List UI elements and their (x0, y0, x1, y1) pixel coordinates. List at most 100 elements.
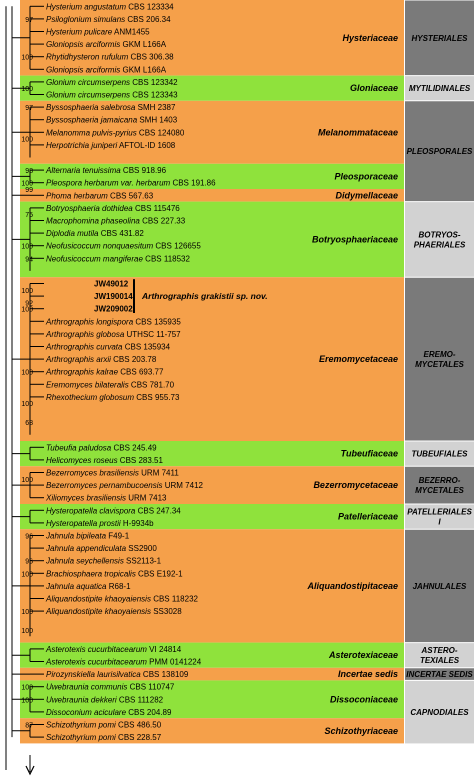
strain-code: CBS 918.96 (121, 166, 167, 175)
species-name: Hysteropatella clavispora (46, 506, 136, 515)
strain-code: CBS 228.57 (116, 733, 162, 742)
taxon-label: Aliquandostipite khaoyaiensis CBS 118232 (45, 595, 199, 604)
strain-code: H-9934b (121, 519, 154, 528)
support-value: 100 (21, 685, 33, 692)
family-band (20, 718, 404, 744)
taxon-label: Hysteropatella prostii H-9934b (46, 519, 154, 528)
taxon-label: Tubeufia paludosa CBS 245.49 (46, 443, 157, 452)
strain-code: URM 7413 (126, 494, 167, 503)
support-value: 100 (21, 244, 33, 251)
support-value: 100 (21, 137, 33, 144)
species-name: Aliquandostipite khaoyaiensis (45, 607, 151, 616)
family-band (20, 100, 404, 164)
taxon-label: JW190014 (94, 292, 133, 301)
species-name: Hysterium angustatum (46, 2, 126, 11)
order-label: CAPNODIALES (410, 708, 469, 717)
family-label: Eremomycetaceae (319, 354, 398, 364)
species-name: Aliquandostipite khaoyaiensis (45, 595, 151, 604)
family-labels: Hysteriaceae Gloniaceae Melanommataceae Ple… (306, 33, 398, 736)
species-name: Rhexothecium globosum (46, 393, 134, 402)
taxon-label: Gloniopsis arciformis GKM L166A (46, 65, 167, 74)
strain-code: CBS 245.49 (111, 443, 157, 452)
family-band (20, 189, 404, 202)
support-value: 97 (25, 17, 33, 24)
strain-code: CBS 283.51 (118, 456, 164, 465)
family-band (20, 163, 404, 189)
order-label: JAHNULALES (413, 582, 467, 591)
strain-code: CBS 111282 (117, 695, 164, 704)
taxon-label: Psiloglonium simulans CBS 206.34 (46, 15, 171, 24)
support-value: 100 (21, 370, 33, 377)
species-name: Helicomyces roseus (46, 456, 118, 465)
support-value: 100 (21, 55, 33, 62)
taxon-label: Botryosphaeria dothidea CBS 115476 (46, 204, 180, 213)
family-band (20, 0, 404, 76)
support-value: 100 (21, 571, 33, 578)
species-name: Pleospora herbarum var. herbarum (46, 179, 171, 188)
species-name: Brachiosphaera tropicalis (46, 569, 136, 578)
species-name: Gloniopsis arciformis (46, 65, 120, 74)
strain-code: CBS 206.34 (125, 15, 171, 24)
strain-code: CBS 123342 (130, 78, 178, 87)
order-band (405, 75, 474, 101)
order-label: TEXIALES (420, 656, 460, 665)
species-name: Neofusicoccum nonquaesitum (46, 242, 154, 251)
order-label: ASTERO- (421, 646, 458, 655)
taxon-labels: Hysterium angustatum CBS 123334 Psiloglon… (45, 2, 268, 742)
family-band (20, 680, 404, 719)
order-column: HYSTERIALES MYTILIDINALES PLEOSPORALES BOTR… (405, 0, 474, 744)
strain-code: URM 7412 (163, 481, 204, 490)
taxon-label: Arthrographis curvata CBS 135934 (45, 343, 171, 352)
species-name: Schizothyrium pomi (46, 733, 116, 742)
strain-code: PMM 0141224 (147, 658, 202, 667)
strain-code: F49-1 (106, 532, 130, 541)
strain-code: CBS 123334 (126, 2, 174, 11)
strain-code: CBS 203.78 (111, 355, 157, 364)
species-name: Uwebraunia communis (46, 683, 127, 692)
strain-code: CBS 486.50 (116, 721, 162, 730)
family-label: Melanommataceae (318, 127, 398, 137)
order-band (405, 441, 474, 467)
strain-code: URM 7411 (139, 469, 179, 478)
taxon-label: Uwebraunia communis CBS 110747 (46, 683, 175, 692)
taxon-label: Byssosphaeria jamaicana SMH 1403 (46, 116, 178, 125)
taxon-label: Gloniopsis arciformis GKM L166A (46, 40, 167, 49)
support-value: 100 (21, 697, 33, 704)
species-name: Arthrographis curvata (45, 343, 123, 352)
family-label: Pleosporaceae (334, 171, 398, 181)
taxon-label: Hysterium pulicare ANM1455 (46, 28, 150, 37)
order-band (405, 277, 474, 441)
support-value: 100 (21, 609, 33, 616)
species-name: Hysterium pulicare (46, 28, 113, 37)
strain-code: CBS 955.73 (134, 393, 180, 402)
strain-code: AFTOL-ID 1608 (117, 141, 176, 150)
species-name: Jahnula bipileata (45, 532, 107, 541)
support-value: 97 (25, 105, 33, 112)
order-label: I (438, 518, 441, 527)
strain-code: SMH 1403 (137, 116, 178, 125)
taxon-label: Asterotexis cucurbitacearum VI 24814 (45, 645, 182, 654)
family-band (20, 504, 404, 530)
support-value: 96 (25, 559, 33, 566)
strain-code: CBS 306.38 (128, 53, 174, 62)
order-label: MYCETALES (415, 486, 464, 495)
family-band (20, 201, 404, 278)
support-value: 100 (21, 181, 33, 188)
strain-code: GKM L166A (120, 65, 166, 74)
taxon-label: Herpotrichia juniperi AFTOL-ID 1608 (46, 141, 176, 150)
species-name: Tubeufia paludosa (46, 443, 112, 452)
species-name: Asterotexis cucurbitacearum (45, 645, 147, 654)
family-label: Tubeufiaceae (341, 449, 398, 459)
species-name: Jahnula seychellensis (45, 557, 124, 566)
strain-code: CBS 227.33 (140, 217, 186, 226)
order-label: PATELLERIALES (407, 508, 472, 517)
species-name: Rhytidhysteron rufulum (46, 53, 129, 62)
taxon-label: Phoma herbarum CBS 567.63 (46, 191, 154, 200)
taxon-label: Jahnula aquatica R68-1 (45, 582, 131, 591)
taxon-label: Eremomyces bilateralis CBS 781.70 (46, 380, 175, 389)
support-value: 94 (25, 256, 33, 263)
taxon-label: Asterotexis cucurbitacearum PMM 0141224 (45, 658, 202, 667)
family-band (20, 529, 404, 643)
species-name: Glonium circumserpens (46, 91, 130, 100)
